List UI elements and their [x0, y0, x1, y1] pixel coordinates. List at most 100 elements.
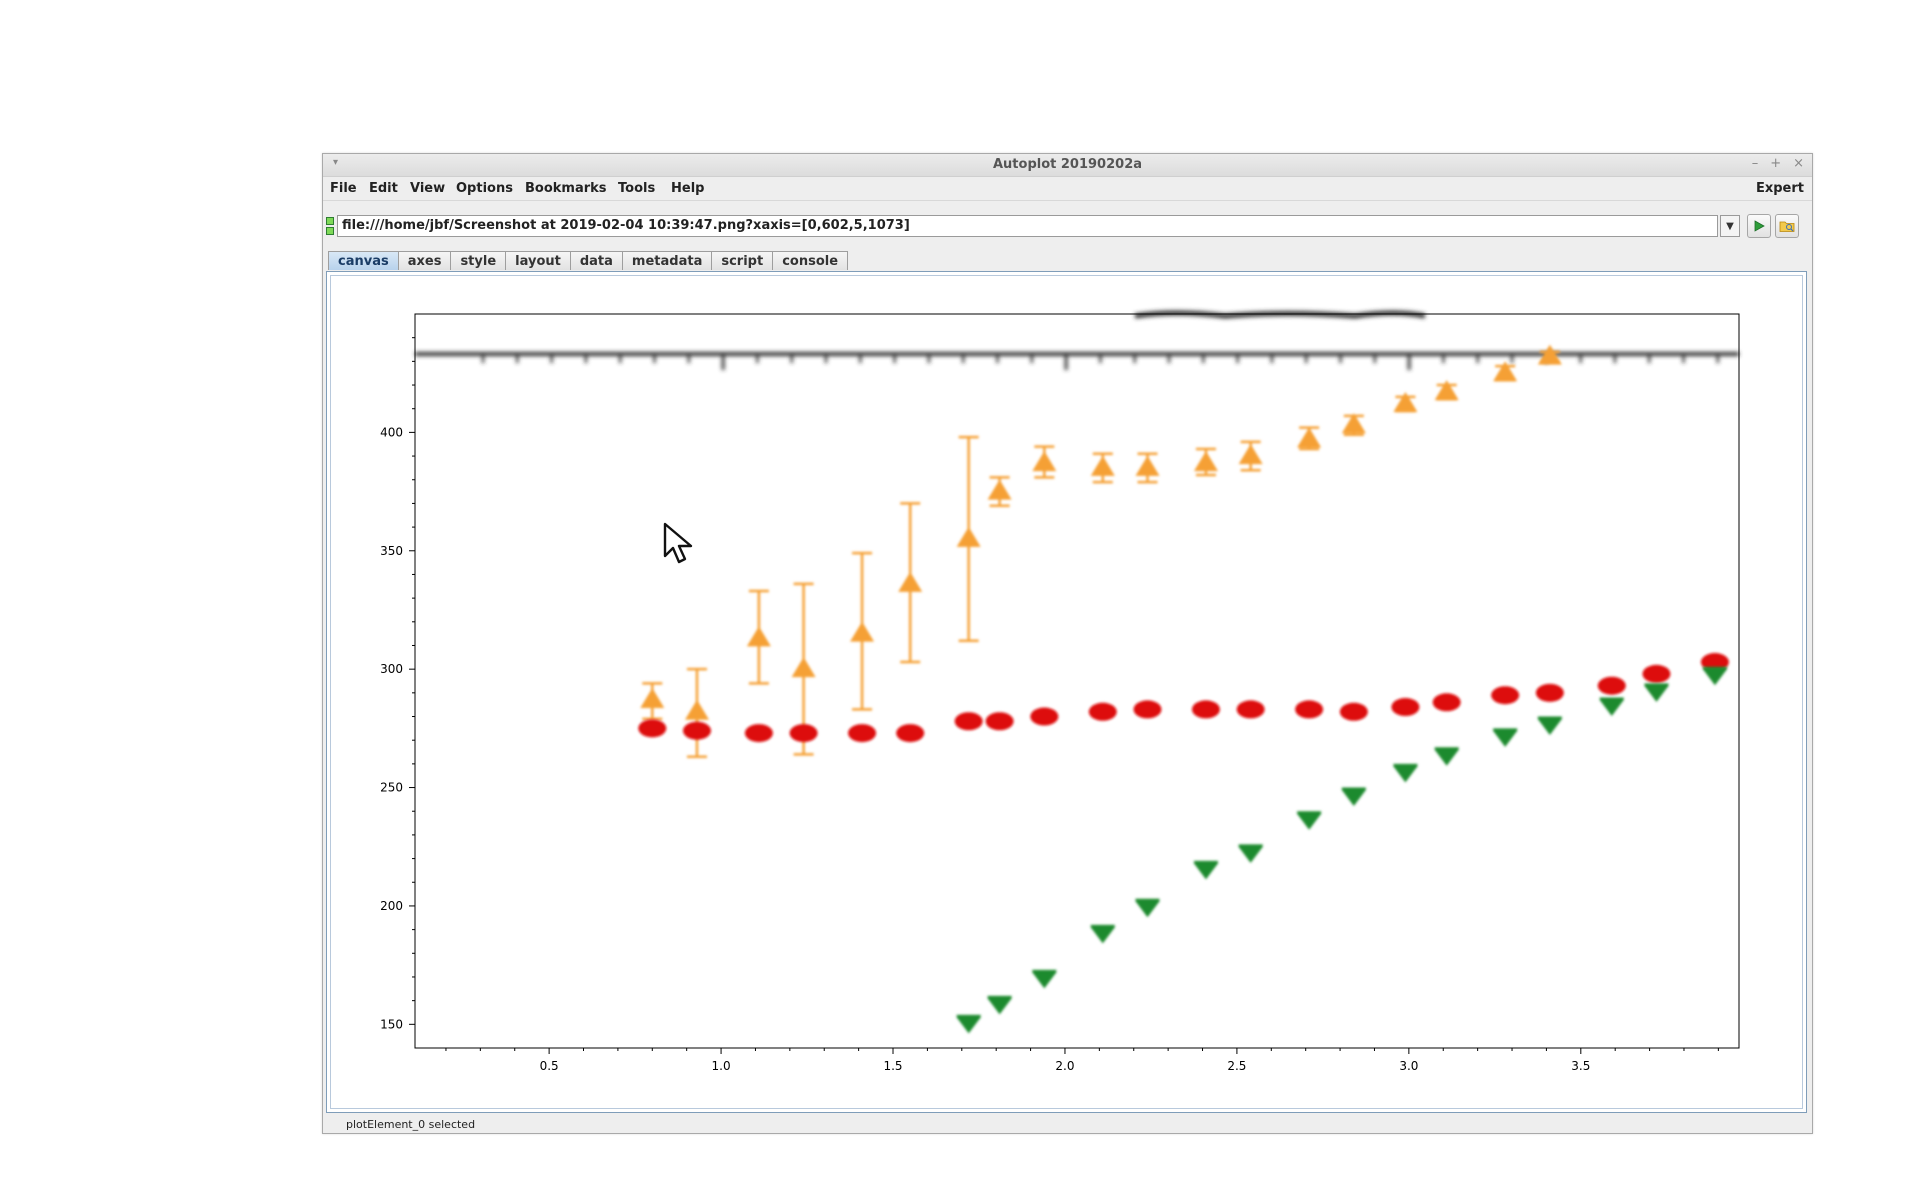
data-source-status-icon — [326, 217, 334, 235]
data-point-triangle-up[interactable] — [898, 571, 923, 592]
data-point-triangle-down[interactable] — [1238, 846, 1263, 863]
data-point-triangle-down[interactable] — [1032, 972, 1057, 989]
plot-area — [415, 314, 1739, 1048]
data-point-circle[interactable] — [1236, 700, 1265, 719]
menu-edit[interactable]: Edit — [369, 181, 398, 196]
autoplot-window: ▾ Autoplot 20190202a – + × File Edit Vie… — [322, 153, 1813, 1134]
plot-frame — [414, 313, 1740, 1049]
data-point-circle[interactable] — [1491, 686, 1520, 705]
data-point-triangle-down[interactable] — [1193, 863, 1218, 880]
data-point-triangle-up[interactable] — [1238, 444, 1263, 465]
menu-options[interactable]: Options — [456, 181, 513, 196]
tab-data[interactable]: data — [569, 251, 623, 270]
y-tick-label: 250 — [380, 781, 403, 795]
x-tick-label: 1.5 — [883, 1059, 902, 1073]
data-point-circle[interactable] — [896, 724, 925, 743]
y-tick-label: 300 — [380, 662, 403, 676]
data-point-triangle-down[interactable] — [1537, 718, 1562, 735]
tab-metadata[interactable]: metadata — [621, 251, 713, 270]
y-tick-label: 400 — [380, 425, 403, 439]
x-tick-label: 0.5 — [540, 1059, 559, 1073]
data-point-triangle-up[interactable] — [850, 621, 875, 642]
scatter-plot[interactable]: 0.5 1.0 1.5 2.0 2.5 3.0 3.5 150 200 250 300 350 400 — [331, 276, 1804, 1110]
data-point-circle[interactable] — [848, 724, 877, 743]
data-point-triangle-up[interactable] — [1537, 344, 1562, 365]
data-point-triangle-up[interactable] — [746, 626, 771, 647]
data-point-triangle-down[interactable] — [987, 998, 1012, 1015]
data-point-circle[interactable] — [789, 724, 818, 743]
data-point-circle[interactable] — [682, 721, 711, 740]
data-point-circle[interactable] — [1133, 700, 1162, 719]
data-point-circle[interactable] — [1642, 664, 1671, 683]
expert-mode-menu[interactable]: Expert — [1755, 181, 1804, 196]
menu-file[interactable]: File — [330, 181, 357, 196]
menu-tools[interactable]: Tools — [618, 181, 656, 196]
plot-canvas[interactable]: 0.5 1.0 1.5 2.0 2.5 3.0 3.5 150 200 250 300 350 400 — [330, 275, 1803, 1109]
data-point-triangle-up[interactable] — [987, 479, 1012, 500]
x-tick-label: 2.5 — [1227, 1059, 1246, 1073]
data-point-circle[interactable] — [1700, 653, 1729, 672]
menu-view[interactable]: View — [410, 181, 446, 196]
data-point-triangle-up[interactable] — [1090, 455, 1115, 476]
window-menu-icon[interactable]: ▾ — [333, 157, 339, 168]
data-point-triangle-up[interactable] — [791, 657, 816, 678]
title-bar: ▾ Autoplot 20190202a – + × — [323, 154, 1812, 177]
series-triangle-up — [640, 344, 1562, 759]
data-point-triangle-up[interactable] — [956, 526, 981, 547]
data-point-circle[interactable] — [1597, 676, 1626, 695]
data-point-triangle-up[interactable] — [1193, 451, 1218, 472]
minimize-button[interactable]: – — [1751, 156, 1759, 171]
data-point-triangle-down[interactable] — [1090, 927, 1115, 944]
data-point-triangle-up[interactable] — [1393, 391, 1418, 412]
x-tick-label: 2.0 — [1055, 1059, 1074, 1073]
data-point-circle[interactable] — [744, 724, 773, 743]
data-point-circle[interactable] — [954, 712, 983, 731]
data-point-triangle-down[interactable] — [1297, 813, 1322, 830]
data-point-triangle-up[interactable] — [1434, 380, 1459, 401]
data-point-circle[interactable] — [1088, 702, 1117, 721]
data-point-triangle-up[interactable] — [1493, 361, 1518, 382]
maximize-button[interactable]: + — [1770, 156, 1782, 171]
url-history-dropdown[interactable]: ▼ — [1720, 215, 1740, 237]
data-point-triangle-down[interactable] — [1702, 669, 1727, 686]
menu-help[interactable]: Help — [671, 181, 705, 196]
data-point-triangle-down[interactable] — [1599, 700, 1624, 717]
tab-console[interactable]: console — [772, 251, 849, 270]
tab-canvas[interactable]: canvas — [328, 251, 399, 270]
data-point-triangle-up[interactable] — [684, 699, 709, 720]
tab-layout[interactable]: layout — [505, 251, 571, 270]
menu-bookmarks[interactable]: Bookmarks — [525, 181, 607, 196]
x-tick-label: 1.0 — [712, 1059, 731, 1073]
data-point-triangle-down[interactable] — [1493, 730, 1518, 747]
data-point-triangle-down[interactable] — [1434, 749, 1459, 766]
data-point-circle[interactable] — [638, 719, 667, 738]
data-point-circle[interactable] — [985, 712, 1014, 731]
data-point-circle[interactable] — [1030, 707, 1059, 726]
plot-canvas-panel[interactable]: 0.5 1.0 1.5 2.0 2.5 3.0 3.5 150 200 250 300 350 400 — [326, 271, 1807, 1113]
data-source-url-field[interactable]: file:///home/jbf/Screenshot at 2019-02-0… — [337, 215, 1718, 237]
data-point-triangle-down[interactable] — [956, 1017, 981, 1034]
data-point-circle[interactable] — [1432, 693, 1461, 712]
data-point-circle[interactable] — [1535, 683, 1564, 702]
tab-axes[interactable]: axes — [397, 251, 452, 270]
data-point-triangle-down[interactable] — [1393, 766, 1418, 783]
data-point-circle[interactable] — [1391, 698, 1420, 717]
status-text: plotElement_0 selected — [346, 1118, 476, 1131]
data-point-triangle-down[interactable] — [1135, 901, 1160, 918]
plot-go-button[interactable] — [1747, 214, 1771, 238]
browse-button[interactable] — [1775, 214, 1799, 238]
tab-script[interactable]: script — [711, 251, 774, 270]
data-point-triangle-down[interactable] — [1644, 685, 1669, 702]
close-button[interactable]: × — [1793, 156, 1804, 171]
data-point-triangle-up[interactable] — [1032, 451, 1057, 472]
data-point-triangle-up[interactable] — [640, 687, 665, 708]
folder-icon — [1779, 221, 1795, 232]
data-point-circle[interactable] — [1295, 700, 1324, 719]
data-point-triangle-up[interactable] — [1297, 427, 1322, 448]
data-point-triangle-down[interactable] — [1341, 790, 1366, 807]
data-point-circle[interactable] — [1191, 700, 1220, 719]
data-point-triangle-up[interactable] — [1341, 413, 1366, 434]
data-point-triangle-up[interactable] — [1135, 455, 1160, 476]
data-point-circle[interactable] — [1339, 702, 1368, 721]
tab-style[interactable]: style — [450, 251, 507, 270]
